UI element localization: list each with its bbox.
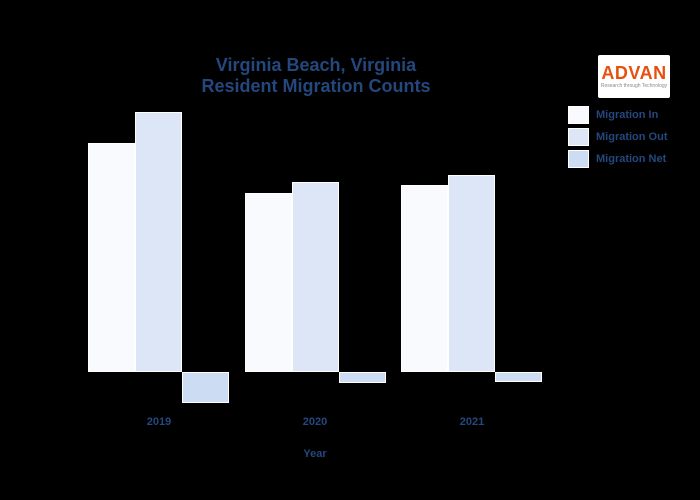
x-tick-label-2019: 2019: [146, 416, 172, 428]
chart-title-line2: Resident Migration Counts: [201, 76, 431, 96]
legend-label-migration-in: Migration In: [596, 109, 659, 121]
bar-migration-out-2020: [292, 182, 339, 372]
bar-migration-net-2021: [495, 372, 542, 382]
bar-migration-in-2020: [245, 193, 292, 372]
chart-title: Virginia Beach, Virginia Resident Migrat…: [116, 55, 516, 97]
advan-logo: ADVAN Research through Technology: [598, 55, 670, 98]
bar-migration-in-2021: [401, 185, 448, 372]
x-tick-label-2021: 2021: [459, 416, 485, 428]
bar-migration-out-2019: [135, 112, 182, 372]
legend-label-migration-out: Migration Out: [596, 131, 668, 143]
x-axis-title: Year: [303, 448, 327, 460]
legend: Migration In Migration Out Migration Net: [568, 104, 668, 170]
bar-migration-net-2019: [182, 372, 229, 403]
legend-item-migration-in: Migration In: [568, 104, 668, 126]
legend-swatch-migration-out: [568, 128, 589, 146]
legend-swatch-migration-in: [568, 106, 589, 124]
chart-title-line1: Virginia Beach, Virginia: [215, 55, 417, 75]
legend-swatch-migration-net: [568, 150, 589, 168]
bar-migration-out-2021: [448, 175, 495, 372]
legend-item-migration-out: Migration Out: [568, 126, 668, 148]
advan-logo-text: ADVAN: [601, 63, 667, 83]
advan-logo-tagline: Research through Technology: [600, 83, 668, 89]
bar-migration-net-2020: [339, 372, 386, 383]
x-tick-label-2020: 2020: [302, 416, 328, 428]
legend-item-migration-net: Migration Net: [568, 148, 668, 170]
bar-migration-in-2019: [88, 143, 135, 372]
legend-label-migration-net: Migration Net: [596, 153, 667, 165]
